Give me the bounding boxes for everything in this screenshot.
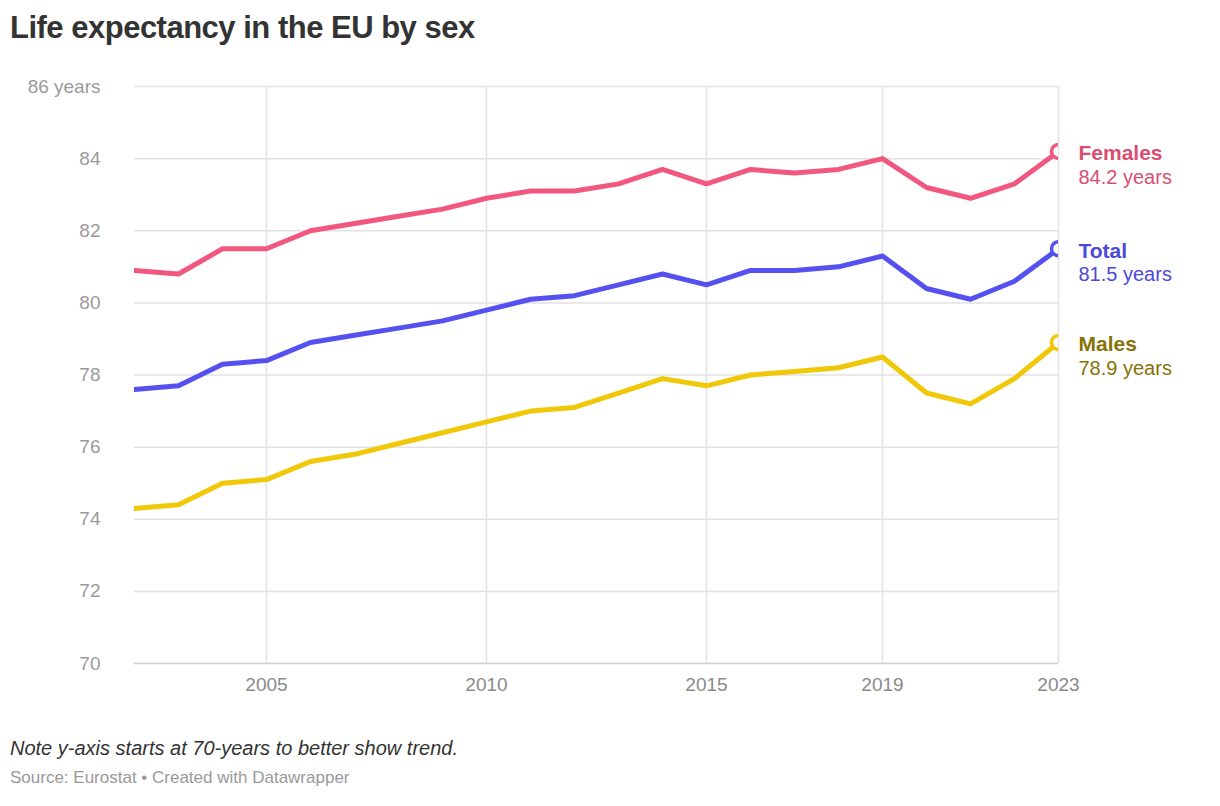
svg-text:2005: 2005 (245, 674, 287, 695)
svg-text:2023: 2023 (1037, 674, 1079, 695)
svg-text:81.5 years: 81.5 years (1079, 263, 1172, 285)
svg-text:2010: 2010 (465, 674, 507, 695)
html-text:Note y-axis starts at 70-years: Note y-axis starts at 70-years to better… (10, 737, 458, 759)
svg-text:70: 70 (79, 653, 100, 674)
svg-text:Males: Males (1079, 332, 1137, 355)
svg-text:76: 76 (79, 436, 100, 457)
svg-text:82: 82 (79, 220, 100, 241)
html-text:Life expectancy in the EU by s: Life expectancy in the EU by sex (10, 10, 475, 45)
html-text:Source: Eurostat • Created wit: Source: Eurostat • Created with Datawrap… (10, 768, 350, 787)
svg-text:80: 80 (79, 292, 100, 313)
svg-text:72: 72 (79, 580, 100, 601)
svg-text:74: 74 (79, 508, 101, 529)
svg-text:Total: Total (1079, 239, 1128, 262)
svg-text:84: 84 (79, 148, 101, 169)
svg-text:Females: Females (1079, 141, 1163, 164)
svg-text:86 years: 86 years (28, 76, 101, 97)
svg-text:2015: 2015 (685, 674, 727, 695)
svg-text:78.9 years: 78.9 years (1079, 357, 1172, 379)
svg-text:84.2 years: 84.2 years (1079, 166, 1172, 188)
svg-text:2019: 2019 (861, 674, 903, 695)
svg-text:78: 78 (79, 364, 100, 385)
